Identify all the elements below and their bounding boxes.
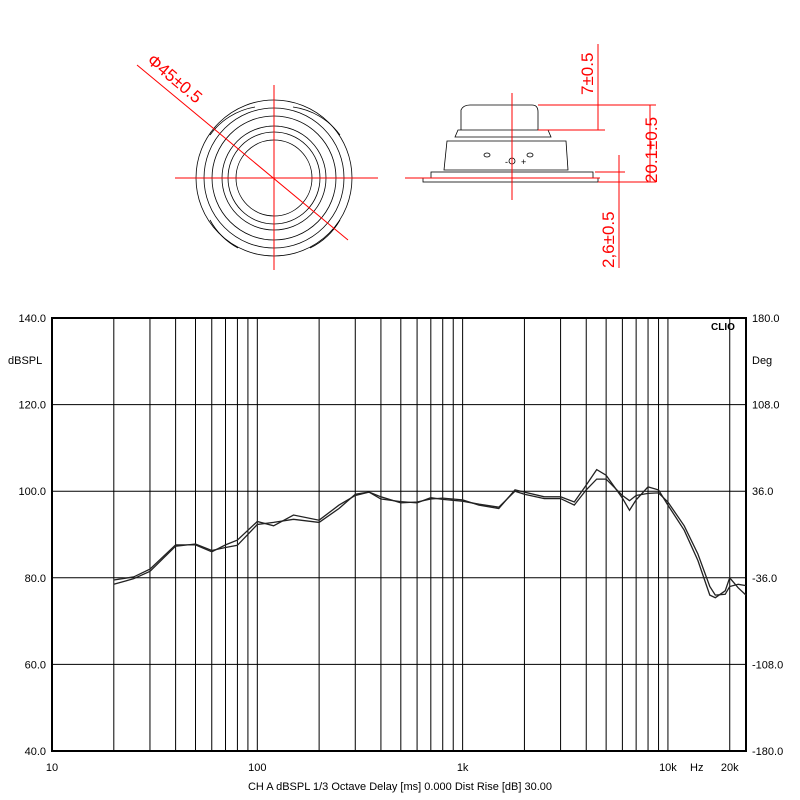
speaker-drawing: - + Φ45±0.5 7±0.5 20.1±0.5 2,6±0.5 <box>136 44 661 270</box>
terminal-plus: + <box>521 157 526 167</box>
x-tick-label: 10k <box>659 762 677 774</box>
x-tick-label: 1k <box>457 762 469 774</box>
plot-frame <box>51 317 747 752</box>
response-curve-2 <box>113 478 747 596</box>
y2-tick-label: 108.0 <box>752 400 780 412</box>
y2-tick-label: -108.0 <box>752 659 783 671</box>
y-tick-label: 60.0 <box>25 659 46 671</box>
x-tick-label: 10 <box>46 762 58 774</box>
y-tick-label: 40.0 <box>25 746 46 758</box>
brand-label: CLIO <box>711 322 735 333</box>
response-curve-1 <box>113 468 747 599</box>
side-view <box>422 104 599 183</box>
y-axis-label: dBSPL <box>8 355 42 367</box>
y-tick-label: 140.0 <box>18 313 46 325</box>
dimension-lines <box>136 44 656 270</box>
total-height-dimension: 20.1±0.5 <box>642 117 661 183</box>
y-tick-label: 120.0 <box>18 400 46 412</box>
flange-dimension: 2,6±0.5 <box>599 211 618 268</box>
y2-tick-label: 180.0 <box>752 313 780 325</box>
y-tick-label: 100.0 <box>18 486 46 498</box>
y2-tick-label: -180.0 <box>752 746 783 758</box>
y-tick-label: 80.0 <box>25 573 46 585</box>
footer-settings: CH A dBSPL 1/3 Octave Delay [ms] 0.000 D… <box>248 781 552 793</box>
x-unit-label: Hz <box>690 762 703 774</box>
y2-tick-label: 36.0 <box>752 486 773 498</box>
x-tick-label: 20k <box>721 762 739 774</box>
diameter-dimension: Φ45±0.5 <box>143 51 205 108</box>
terminal-minus: - <box>505 157 508 167</box>
x-tick-label: 100 <box>248 762 266 774</box>
top-height-dimension: 7±0.5 <box>578 53 597 95</box>
y2-tick-label: -36.0 <box>752 573 777 585</box>
y2-axis-label: Deg <box>752 355 772 367</box>
